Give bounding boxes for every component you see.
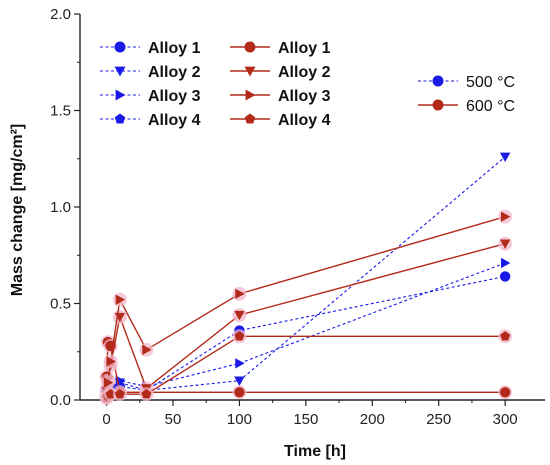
- x-tick-label: 150: [293, 411, 318, 428]
- data-point: [499, 152, 511, 163]
- temperature-legend-label: 600 °C: [466, 98, 515, 115]
- legend-label: Alloy 2: [278, 64, 331, 81]
- legend-label: Alloy 3: [148, 88, 201, 105]
- series-600-alloy-3: [99, 209, 513, 404]
- data-point: [115, 294, 126, 305]
- x-tick-label: 50: [165, 411, 182, 428]
- legend-marker: [244, 113, 256, 124]
- legend: Alloy 1 Alloy 2 Alloy 3 Alloy 4 Alloy 1 Alloy…: [100, 40, 515, 129]
- x-tick-label: 200: [360, 411, 385, 428]
- legend-label: Alloy 3: [278, 88, 331, 105]
- y-axis-title: Mass change [mg/cm²]: [9, 124, 26, 296]
- data-point: [500, 331, 511, 341]
- legend-item: Alloy 4: [100, 112, 201, 129]
- legend-item: Alloy 1: [230, 40, 331, 57]
- data-point: [235, 358, 245, 369]
- data-point: [141, 389, 152, 399]
- x-tick-label: 100: [227, 411, 252, 428]
- y-tick-label: 2.0: [50, 6, 71, 23]
- x-axis-title: Time [h]: [284, 443, 346, 460]
- legend-item: Alloy 2: [100, 64, 201, 81]
- data-point: [142, 344, 152, 356]
- data-point: [234, 387, 245, 398]
- legend-marker: [114, 113, 126, 124]
- legend-item: Alloy 4: [230, 112, 331, 129]
- data-point: [499, 239, 511, 249]
- series-layer: [99, 152, 513, 406]
- legend-marker: [114, 66, 126, 77]
- legend-marker: [115, 89, 126, 101]
- legend-label: Alloy 4: [278, 112, 331, 129]
- data-point: [105, 389, 116, 399]
- legend-label: Alloy 1: [148, 40, 201, 57]
- x-axis-ticks: 0 50 100 150 200 250 300: [102, 400, 518, 428]
- x-tick-label: 300: [493, 411, 518, 428]
- legend-item: Alloy 3: [100, 88, 201, 105]
- y-tick-label: 1.0: [50, 199, 71, 216]
- legend-label: Alloy 1: [278, 40, 331, 57]
- data-point: [234, 331, 245, 341]
- data-point: [234, 310, 245, 321]
- legend-label: Alloy 2: [148, 64, 201, 81]
- data-point: [114, 389, 125, 399]
- temperature-legend-marker: [432, 99, 444, 111]
- data-point: [235, 288, 245, 300]
- data-point: [499, 271, 511, 282]
- x-tick-label: 250: [426, 411, 451, 428]
- x-tick-label: 0: [102, 411, 110, 428]
- series-600-alloy-4: [99, 329, 513, 406]
- y-tick-label: 0.5: [50, 296, 71, 313]
- legend-marker: [114, 41, 126, 53]
- temperature-legend-label: 500 °C: [466, 74, 515, 91]
- legend-item: Alloy 2: [230, 64, 331, 81]
- temperature-legend-item: 500 °C: [418, 74, 515, 91]
- y-axis-ticks: 0.0 0.5 1.0 1.5 2.0: [50, 6, 80, 409]
- temperature-legend-marker: [432, 75, 444, 87]
- data-point: [500, 257, 511, 269]
- data-point: [106, 356, 116, 367]
- y-tick-label: 1.5: [50, 103, 71, 120]
- data-point: [103, 377, 114, 388]
- legend-label: Alloy 4: [148, 112, 201, 129]
- legend-marker: [245, 89, 256, 101]
- data-point: [499, 387, 511, 398]
- legend-item: Alloy 1: [100, 40, 201, 57]
- y-tick-label: 0.0: [50, 392, 71, 409]
- temperature-legend-item: 600 °C: [418, 98, 515, 115]
- legend-marker: [244, 66, 256, 77]
- legend-item: Alloy 3: [230, 88, 331, 105]
- legend-marker: [244, 41, 256, 53]
- data-point: [500, 211, 511, 222]
- data-point: [234, 376, 245, 386]
